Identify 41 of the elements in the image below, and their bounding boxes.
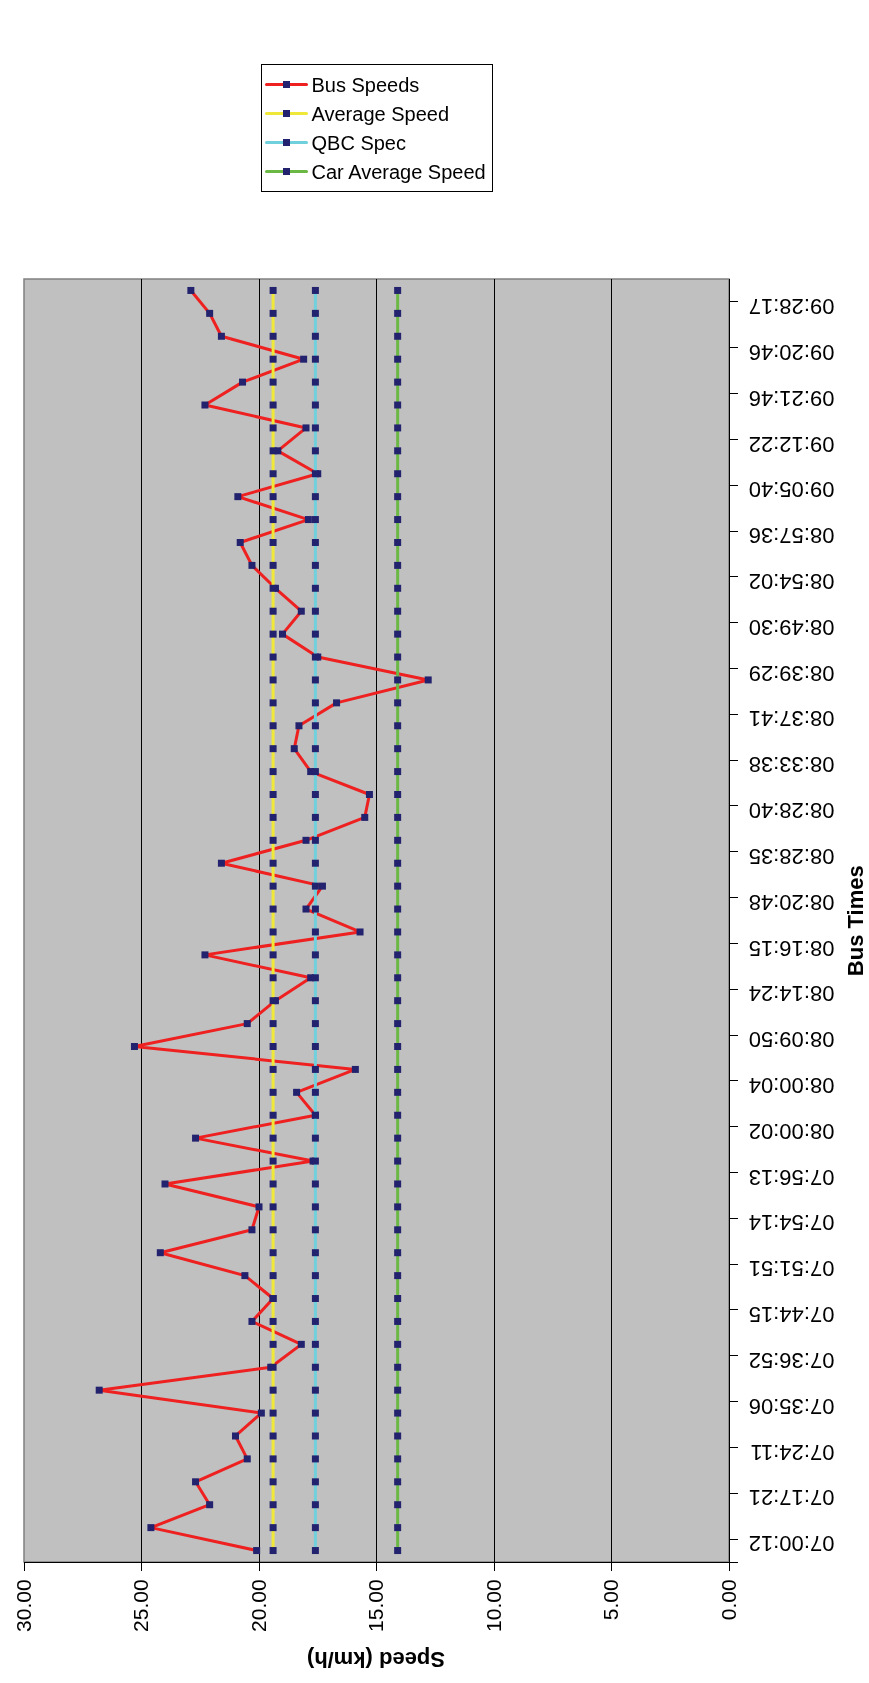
y-tick-label: 08:49:30 <box>748 614 835 640</box>
x-tick-label: 30.00 <box>11 1579 35 1632</box>
y-tick-label: 08:00:04 <box>748 1073 835 1099</box>
legend-label: QBC Spec <box>311 132 406 155</box>
y-tick-label: 07:17:21 <box>748 1485 835 1511</box>
y-tick-label: 09:28:17 <box>748 294 835 320</box>
x-axis-title: Speed (km/h) <box>306 1647 445 1672</box>
y-tick-label: 08:28:35 <box>748 843 835 869</box>
legend-label: Bus Speeds <box>311 74 420 97</box>
y-tick-label: 07:24:11 <box>750 1439 835 1465</box>
legend-label: Car Average Speed <box>311 161 486 184</box>
x-tick-label: 25.00 <box>129 1579 153 1632</box>
y-tick-label: 08:57:36 <box>748 523 835 549</box>
y-tick-label: 07:36:52 <box>748 1347 835 1373</box>
y-tick-label: 09:21:46 <box>748 385 835 411</box>
y-tick-label: 08:00:02 <box>748 1118 835 1144</box>
y-tick-label: 09:20:46 <box>748 339 835 365</box>
x-tick-label: 15.00 <box>364 1579 388 1632</box>
y-tick-label: 07:54:14 <box>748 1210 835 1236</box>
x-tick-label: 0.00 <box>716 1579 740 1621</box>
y-tick-label: 07:56:13 <box>748 1164 835 1190</box>
y-tick-label: 07:00:12 <box>748 1531 835 1557</box>
y-tick-label: 09:05:40 <box>748 477 835 503</box>
y-tick-label: 09:12:22 <box>748 431 835 457</box>
y-tick-label: 08:16:15 <box>748 935 835 961</box>
y-tick-label: 08:14:24 <box>748 981 835 1007</box>
x-tick-label: 20.00 <box>246 1579 270 1632</box>
y-tick-label: 07:51:51 <box>748 1256 835 1282</box>
y-tick-label: 08:20:48 <box>748 889 835 915</box>
legend-label: Average Speed <box>311 103 450 126</box>
x-tick-label: 10.00 <box>481 1579 505 1632</box>
y-axis-title: Bus Times <box>843 865 869 977</box>
y-tick-label: 07:35:06 <box>748 1393 835 1419</box>
y-tick-label: 07:44:15 <box>748 1302 835 1328</box>
y-tick-label: 08:33:38 <box>748 752 835 778</box>
y-tick-label: 08:39:29 <box>748 660 835 686</box>
y-tick-label: 08:09:50 <box>748 1027 835 1053</box>
y-tick-label: 08:37:41 <box>748 706 835 732</box>
y-tick-label: 08:28:40 <box>748 798 835 824</box>
y-tick-label: 08:54:02 <box>748 568 835 594</box>
x-tick-label: 5.00 <box>599 1579 623 1621</box>
